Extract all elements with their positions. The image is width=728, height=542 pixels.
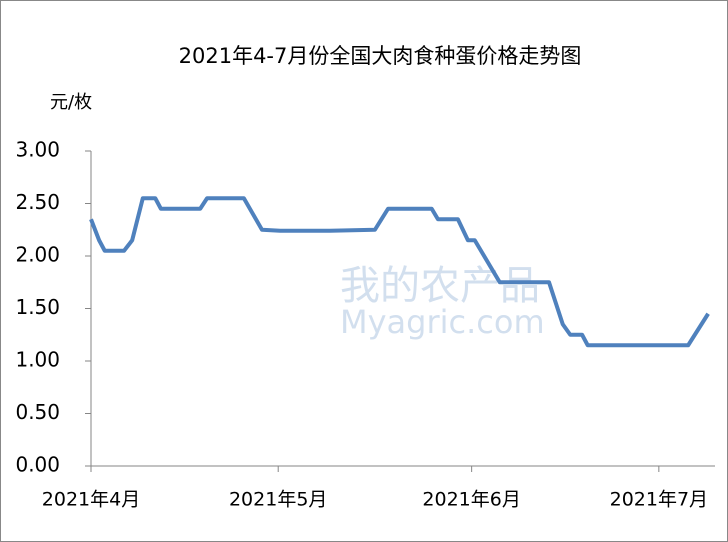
y-tick-label: 2.50 [15,190,60,214]
x-tick-label: 2021年4月 [42,489,140,511]
y-tick-label: 1.50 [15,295,60,319]
chart-title: 2021年4-7月份全国大肉食种蛋价格走势图 [179,44,582,68]
x-tick-label: 2021年5月 [229,489,327,511]
y-tick-label: 1.00 [15,348,60,372]
watermark-text: 我的农产品 [340,263,540,309]
watermark-text: Myagric.com [340,303,545,341]
y-tick-label: 0.50 [15,400,60,424]
watermark: 我的农产品 Myagric.com [340,263,545,341]
x-tick-label: 2021年7月 [610,489,708,511]
x-tick-label: 2021年6月 [422,489,520,511]
y-tick-label: 0.00 [15,453,60,477]
y-tick-label: 2.00 [15,243,60,267]
y-axis-label: 元/枚 [50,92,92,113]
data-line [89,196,710,348]
y-tick-label: 3.00 [15,138,60,162]
